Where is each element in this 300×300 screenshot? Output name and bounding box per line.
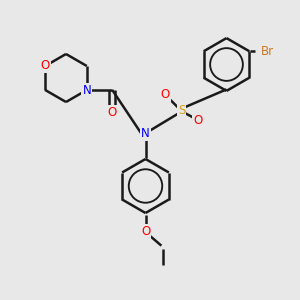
Text: Br: Br [261, 45, 274, 58]
Text: O: O [141, 225, 150, 238]
Text: O: O [40, 59, 50, 73]
Text: S: S [178, 104, 185, 118]
Text: N: N [141, 127, 150, 140]
Text: O: O [108, 106, 117, 119]
Text: N: N [82, 83, 91, 97]
Text: O: O [194, 113, 202, 127]
Text: O: O [160, 88, 169, 101]
